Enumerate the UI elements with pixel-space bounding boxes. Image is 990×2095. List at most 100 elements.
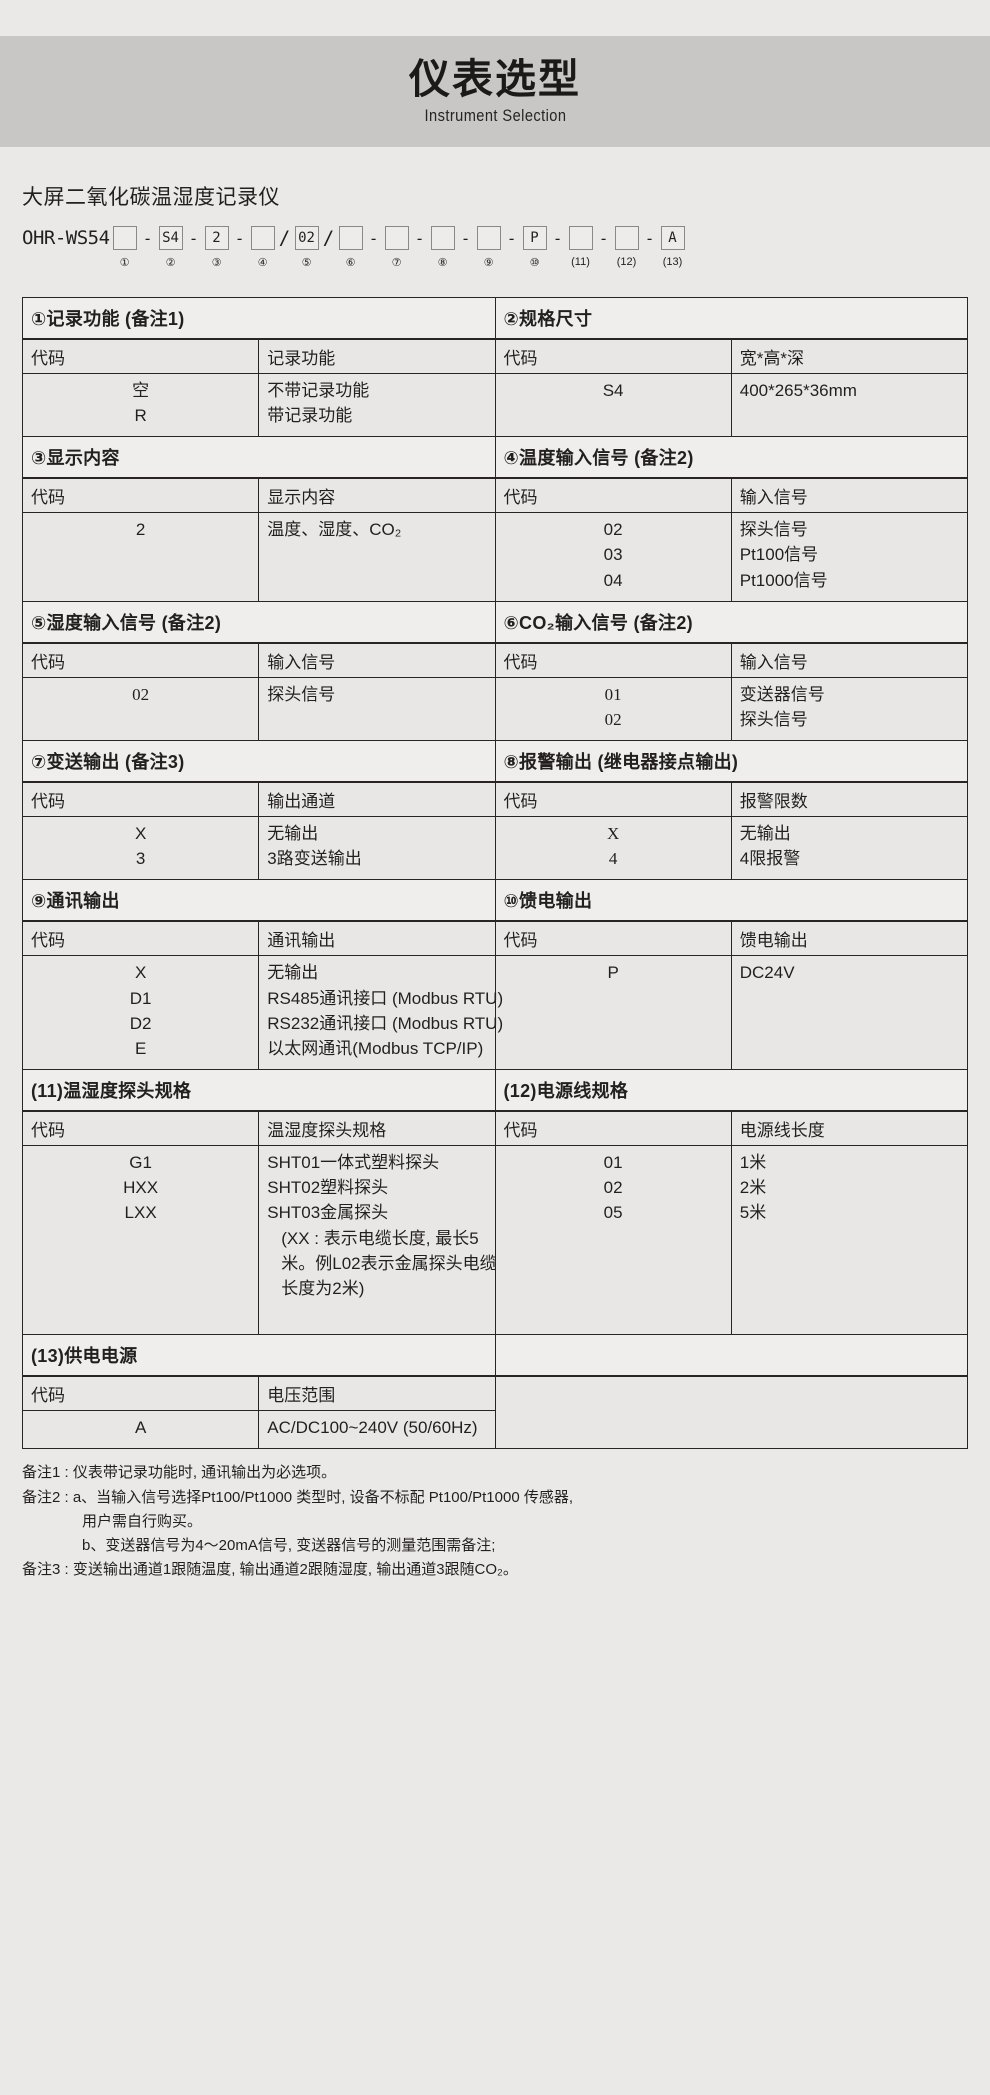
column-header-code-1: 代码 xyxy=(21,338,260,374)
index-label-1: ① xyxy=(119,256,130,269)
table-row: ③显示内容 ④温度输入信号 (备注2) xyxy=(22,436,968,480)
index-label-7: ⑦ xyxy=(391,256,402,269)
desc-item: 带记录功能 xyxy=(267,406,353,426)
page-banner: 仪表选型 Instrument Selection xyxy=(0,36,990,147)
column-header-code-10: 代码 xyxy=(494,920,732,957)
code-item: X xyxy=(606,824,620,844)
index-label-9: ⑨ xyxy=(483,256,494,269)
code-item: 3 xyxy=(135,849,146,869)
table-row: ⑨通讯输出 ⑩馈电输出 xyxy=(22,879,968,923)
code-item: R xyxy=(134,406,147,426)
product-name: 大屏二氧化碳温湿度记录仪 xyxy=(22,186,280,209)
column-header-code-2: 代码 xyxy=(494,338,732,374)
model-prefix: OHR-WS54 xyxy=(22,227,110,249)
desc-item: 变送器信号 xyxy=(739,684,825,704)
code-box-1[interactable] xyxy=(112,226,137,250)
table-row: 代码 温湿度探头规格 代码 电源线长度 xyxy=(21,1110,969,1147)
desc-item: RS485通讯接口 (Modbus RTU) xyxy=(267,988,504,1008)
group-header-6: ⑥CO₂输入信号 (备注2) xyxy=(494,600,968,644)
group-header-10: ⑩馈电输出 xyxy=(494,879,968,923)
code-box-2[interactable]: S4 xyxy=(158,226,183,250)
code-separator-4: / xyxy=(278,227,291,249)
desc-item: Pt1000信号 xyxy=(739,570,828,590)
desc-item: RS232通讯接口 (Modbus RTU) xyxy=(267,1013,504,1033)
index-label-5: ⑤ xyxy=(301,256,312,269)
column-header-desc-8: 报警限数 xyxy=(730,781,969,818)
table-row: (11)温湿度探头规格 (12)电源线规格 xyxy=(22,1069,968,1113)
index-label-4: ④ xyxy=(257,256,268,269)
column-header-desc-11: 温湿度探头规格 xyxy=(258,1110,496,1147)
desc-list-10: DC24V xyxy=(730,955,969,1071)
table-row: A AC/DC100~240V (50/60Hz) xyxy=(21,1410,968,1450)
desc-item: 探头信号 xyxy=(267,684,336,704)
column-header-code-3: 代码 xyxy=(21,477,260,514)
desc-list-5: 探头信号 xyxy=(258,676,496,742)
code-box-10[interactable]: P xyxy=(522,226,547,250)
group-header-8: ⑧报警输出 (继电器接点输出) xyxy=(494,740,968,784)
column-header-code-7: 代码 xyxy=(21,781,260,818)
code-box-7[interactable] xyxy=(384,226,409,250)
column-header-desc-12: 电源线长度 xyxy=(730,1110,969,1147)
index-label-12: (12) xyxy=(616,256,637,268)
column-header-desc-6: 输入信号 xyxy=(730,642,969,678)
code-item: 空 xyxy=(132,381,150,400)
code-box-12[interactable] xyxy=(614,226,639,250)
code-list-13: A xyxy=(21,1410,260,1450)
group-header-2: ②规格尺寸 xyxy=(494,297,968,340)
group-header-13: (13)供电电源 xyxy=(22,1334,496,1378)
column-header-desc-10: 馈电输出 xyxy=(730,920,969,957)
code-item: LXX xyxy=(124,1203,157,1223)
code-box-4[interactable] xyxy=(250,226,275,250)
column-header-desc-2: 宽*高*深 xyxy=(730,338,969,374)
page-title: 仪表选型 xyxy=(409,56,581,103)
desc-item: 以太网通讯(Modbus TCP/IP) xyxy=(267,1038,484,1058)
table-row: G1 HXX LXX SHT01一体式塑料探头 SHT02塑料探头 SHT03金… xyxy=(21,1145,969,1336)
column-header-desc-3: 显示内容 xyxy=(258,477,496,514)
footnote-2-cont: 用户需自行购买。 xyxy=(82,1512,203,1530)
table-row: 代码 显示内容 代码 输入信号 xyxy=(21,477,969,514)
desc-item: 不带记录功能 xyxy=(267,381,370,400)
code-item: 02 xyxy=(132,684,150,704)
column-header-code-6: 代码 xyxy=(494,642,732,678)
desc-list-4: 探头信号 Pt100信号 Pt1000信号 xyxy=(730,512,969,602)
group-header-3: ③显示内容 xyxy=(22,436,496,480)
index-label-2: ② xyxy=(165,256,176,269)
desc-item: 400*265*36mm xyxy=(739,381,857,400)
group-header-11: (11)温湿度探头规格 xyxy=(22,1069,496,1113)
code-box-13[interactable]: A xyxy=(660,226,685,250)
desc-item: AC/DC100~240V (50/60Hz) xyxy=(267,1418,478,1438)
desc-item: 3路变送输出 xyxy=(267,849,362,869)
group-header-empty xyxy=(494,1334,968,1378)
code-box-8[interactable] xyxy=(430,226,455,250)
desc-list-9: 无输出 RS485通讯接口 (Modbus RTU) RS232通讯接口 (Mo… xyxy=(258,955,504,1071)
column-header-desc-5: 输入信号 xyxy=(258,642,496,678)
code-box-5[interactable]: 02 xyxy=(294,226,319,250)
footnote-3: 备注3 : 变送输出通道1跟随温度, 输出通道2跟随湿度, 输出通道3跟随CO₂… xyxy=(22,1561,518,1579)
code-list-4: 02 03 04 xyxy=(494,512,732,602)
desc-item: 探头信号 xyxy=(739,709,808,729)
code-box-3[interactable]: 2 xyxy=(204,226,229,250)
group-header-9: ⑨通讯输出 xyxy=(22,879,496,923)
group-header-7: ⑦变送输出 (备注3) xyxy=(22,740,496,784)
code-box-9[interactable] xyxy=(476,226,501,250)
column-header-code-12: 代码 xyxy=(494,1110,732,1147)
table-row: ⑤湿度输入信号 (备注2) ⑥CO₂输入信号 (备注2) xyxy=(22,600,968,644)
code-box-6[interactable] xyxy=(338,226,363,250)
code-list-3: 2 xyxy=(21,512,260,602)
code-box-11[interactable] xyxy=(568,226,593,250)
column-header-desc-1: 记录功能 xyxy=(258,338,496,374)
code-list-12: 01 02 05 xyxy=(494,1145,732,1336)
column-header-code-11: 代码 xyxy=(21,1110,260,1147)
footnote-2b: b、变送器信号为4～20mA信号, 变送器信号的测量范围需备注; xyxy=(82,1537,496,1555)
code-separator-6: - xyxy=(368,228,379,248)
code-separator-5: / xyxy=(322,227,335,249)
desc-item: 温度、湿度、CO₂ xyxy=(267,520,402,540)
code-item: 2 xyxy=(135,520,146,540)
desc-item: DC24V xyxy=(739,963,795,983)
code-list-11: G1 HXX LXX xyxy=(21,1145,260,1336)
code-item: 4 xyxy=(608,849,618,869)
code-list-2: S4 xyxy=(494,372,732,438)
column-header-desc-9: 通讯输出 xyxy=(258,920,496,957)
table-row: 代码 输出通道 代码 报警限数 xyxy=(21,781,969,818)
desc-item: 1米 xyxy=(739,1153,767,1173)
